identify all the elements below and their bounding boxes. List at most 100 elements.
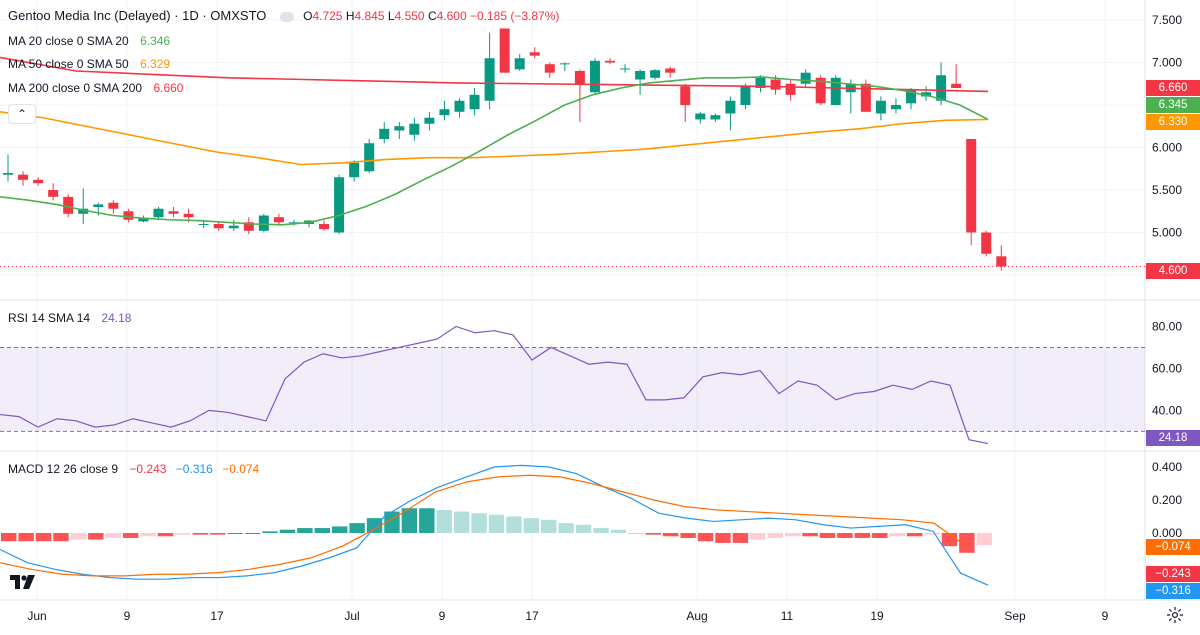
- candle-body[interactable]: [740, 86, 751, 105]
- candle-body[interactable]: [424, 117, 435, 124]
- ma20-line: [0, 76, 989, 226]
- candle-body[interactable]: [860, 83, 871, 112]
- candle-body[interactable]: [394, 126, 405, 131]
- candle-body[interactable]: [544, 64, 555, 73]
- candle-body[interactable]: [183, 213, 194, 218]
- time-axis-label: 9: [439, 609, 446, 623]
- candle-body[interactable]: [650, 70, 661, 78]
- dot-menu-icon[interactable]: [279, 11, 294, 22]
- candle-body[interactable]: [966, 139, 977, 233]
- candle-body[interactable]: [258, 215, 269, 231]
- candle-body[interactable]: [695, 113, 706, 120]
- candle-body[interactable]: [936, 75, 947, 101]
- ma20-price-label: 6.345: [1146, 97, 1200, 113]
- ma200-legend[interactable]: MA 200 close 0 SMA 200 6.660: [8, 81, 183, 95]
- ma50-legend[interactable]: MA 50 close 0 SMA 50 6.329: [8, 57, 170, 71]
- candle-body[interactable]: [18, 174, 29, 180]
- rsi-tick-label: 60.00: [1152, 361, 1182, 375]
- candle-body[interactable]: [800, 72, 811, 84]
- macd-hist-axis-label: −0.074: [1146, 539, 1200, 555]
- candle-body[interactable]: [529, 52, 540, 56]
- macd-histogram-bar: [244, 533, 261, 534]
- macd-histogram-bar: [628, 533, 644, 534]
- macd-histogram-bar: [558, 523, 574, 533]
- candle-body[interactable]: [319, 224, 330, 230]
- candle-body[interactable]: [981, 232, 992, 254]
- macd-histogram-bar: [941, 533, 958, 547]
- candle-body[interactable]: [589, 60, 600, 93]
- candle-body[interactable]: [559, 63, 570, 65]
- candle-body[interactable]: [725, 100, 736, 114]
- collapse-legend-button[interactable]: ⌃: [8, 104, 36, 124]
- candle-body[interactable]: [198, 224, 209, 225]
- candle-body[interactable]: [93, 204, 104, 207]
- candle-body[interactable]: [830, 77, 841, 105]
- candle-body[interactable]: [3, 173, 13, 175]
- candle-body[interactable]: [213, 224, 224, 229]
- candle-body[interactable]: [620, 68, 631, 70]
- candle-body[interactable]: [499, 28, 510, 73]
- candle-body[interactable]: [635, 71, 646, 80]
- symbol-title[interactable]: Gentoo Media Inc (Delayed) · 1D · OMXSTO: [8, 8, 267, 23]
- settings-gear-icon[interactable]: [1166, 606, 1184, 624]
- macd-legend[interactable]: MACD 12 26 close 9 −0.243 −0.316 −0.074: [8, 462, 259, 476]
- candle-body[interactable]: [996, 256, 1007, 267]
- candle-body[interactable]: [605, 60, 615, 63]
- candle-body[interactable]: [785, 83, 796, 95]
- macd-histogram-bar: [35, 533, 52, 542]
- candle-body[interactable]: [815, 77, 826, 104]
- ma50-value: 6.329: [140, 57, 171, 71]
- candle-body[interactable]: [890, 105, 901, 110]
- ma200-line: [0, 56, 989, 93]
- candle-body[interactable]: [680, 86, 691, 105]
- candle-body[interactable]: [63, 196, 74, 214]
- price-tick-label: 7.000: [1152, 56, 1182, 70]
- macd-histogram-bar: [53, 533, 69, 542]
- candle-body[interactable]: [710, 115, 721, 120]
- time-axis-label: Aug: [686, 609, 707, 623]
- candle-body[interactable]: [288, 222, 299, 224]
- candle-body[interactable]: [78, 208, 89, 214]
- candle-body[interactable]: [439, 109, 450, 116]
- candle-body[interactable]: [153, 208, 164, 218]
- candle-body[interactable]: [33, 179, 44, 184]
- candle-body[interactable]: [665, 68, 676, 73]
- candle-body[interactable]: [875, 100, 886, 114]
- candle-body[interactable]: [168, 211, 179, 214]
- candle-body[interactable]: [951, 83, 962, 88]
- time-axis-label: 17: [210, 609, 224, 623]
- candle-body[interactable]: [454, 100, 465, 112]
- candle-body[interactable]: [48, 190, 59, 197]
- ma50-label: MA 50 close 0 SMA 50: [8, 57, 129, 71]
- tradingview-logo-icon[interactable]: [8, 571, 38, 593]
- candle-body[interactable]: [484, 58, 495, 101]
- macd-histogram-bar: [872, 533, 888, 538]
- candle-body[interactable]: [228, 225, 239, 229]
- candle-body[interactable]: [243, 222, 254, 231]
- candle-body[interactable]: [138, 218, 149, 222]
- macd-histogram-bar: [157, 533, 174, 537]
- candle-body[interactable]: [755, 77, 766, 88]
- candle-body[interactable]: [108, 202, 119, 209]
- candle-body[interactable]: [514, 58, 525, 70]
- candle-body[interactable]: [349, 162, 360, 178]
- ma20-legend[interactable]: MA 20 close 0 SMA 20 6.346: [8, 34, 170, 48]
- candle-body[interactable]: [409, 123, 420, 135]
- candle-body[interactable]: [469, 94, 480, 110]
- candle-body[interactable]: [334, 177, 345, 233]
- macd-tick-label: 0.200: [1152, 493, 1182, 507]
- candle-body[interactable]: [364, 143, 375, 172]
- rsi-legend[interactable]: RSI 14 SMA 14 24.18: [8, 311, 131, 325]
- macd-histogram-bar: [976, 533, 992, 546]
- candle-body[interactable]: [770, 79, 781, 90]
- macd-signal-value: −0.316: [175, 462, 213, 476]
- candle-body[interactable]: [273, 217, 284, 223]
- macd-histogram-bar: [366, 518, 383, 533]
- candle-body[interactable]: [379, 128, 390, 139]
- candle-body[interactable]: [906, 89, 916, 104]
- candle-body[interactable]: [123, 211, 134, 220]
- candle-body[interactable]: [574, 71, 585, 84]
- candle-body[interactable]: [921, 92, 932, 97]
